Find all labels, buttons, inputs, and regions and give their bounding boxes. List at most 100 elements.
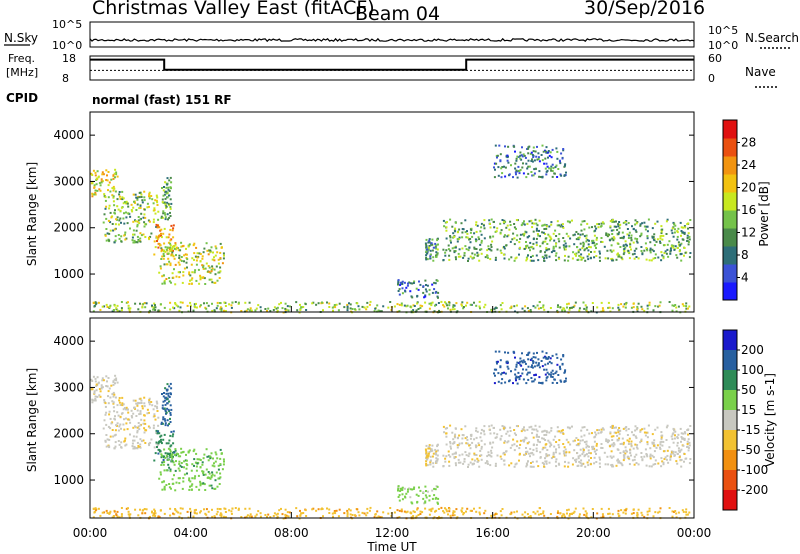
power-echo-cell: [154, 309, 157, 311]
velocity-echo-cell: [219, 508, 222, 511]
power-echo-cell: [657, 305, 660, 308]
velocity-echo-cell: [665, 426, 668, 429]
power-echo-cell: [255, 307, 258, 310]
power-echo-cell: [452, 236, 455, 239]
velocity-echo-cell: [564, 460, 566, 463]
power-echo-cell: [107, 189, 109, 192]
power-echo-cell: [601, 221, 604, 224]
velocity-echo-cell: [672, 432, 675, 435]
velocity-echo-cell: [618, 433, 621, 436]
velocity-echo-cell: [491, 515, 493, 518]
power-echo-cell: [620, 256, 623, 259]
velocity-echo-cell: [140, 402, 143, 404]
velocity-echo-cell: [534, 424, 537, 427]
velocity-echo-cell: [593, 440, 596, 443]
power-echo-cell: [143, 221, 146, 224]
power-echo-cell: [138, 207, 141, 210]
power-echo-cell: [107, 171, 110, 173]
power-echo-cell: [430, 242, 433, 245]
velocity-echo-cell: [169, 470, 172, 473]
velocity-echo-cell: [526, 442, 529, 445]
velocity-echo-cell: [640, 452, 643, 454]
velocity-echo-cell: [169, 417, 171, 420]
velocity-echo-cell: [169, 434, 172, 437]
velocity-echo-cell: [523, 438, 526, 441]
power-echo-cell: [106, 174, 108, 177]
power-echo-cell: [443, 305, 446, 308]
power-echo-cell: [152, 221, 155, 224]
velocity-echo-cell: [244, 507, 247, 510]
velocity-echo-cell: [167, 458, 170, 461]
power-echo-cell: [496, 156, 498, 159]
power-echo-cell: [541, 159, 544, 162]
power-echo-cell: [467, 249, 470, 252]
velocity-echo-cell: [520, 430, 523, 433]
power-echo-cell: [530, 246, 532, 249]
velocity-echo-cell: [487, 451, 490, 454]
power-echo-cell: [536, 145, 538, 148]
power-echo-cell: [564, 163, 567, 166]
power-echo-cell: [317, 302, 320, 305]
colorbar-segment: [723, 282, 737, 301]
velocity-echo-cell: [483, 430, 485, 433]
power-echo-cell: [139, 240, 142, 243]
power-echo-cell: [548, 255, 551, 258]
velocity-echo-cell: [475, 510, 478, 513]
power-echo-cell: [376, 304, 379, 307]
velocity-echo-cell: [674, 430, 677, 433]
power-echo-cell: [447, 248, 450, 251]
velocity-echo-cell: [544, 363, 547, 366]
power-echo-cell: [686, 239, 689, 242]
velocity-echo-cell: [640, 511, 643, 514]
velocity-echo-cell: [348, 508, 350, 511]
velocity-echo-cell: [679, 449, 682, 452]
velocity-echo-cell: [169, 412, 172, 414]
power-echo-cell: [287, 309, 290, 312]
velocity-echo-cell: [475, 436, 478, 439]
power-echo-cell: [548, 154, 551, 157]
power-echo-cell: [429, 257, 432, 260]
velocity-echo-cell: [617, 431, 620, 434]
power-echo-cell: [134, 193, 137, 196]
velocity-echo-cell: [537, 364, 540, 366]
power-echo-cell: [161, 201, 164, 204]
power-echo-cell: [680, 252, 683, 255]
velocity-echo-cell: [374, 513, 377, 516]
power-echo-cell: [569, 237, 572, 240]
velocity-echo-cell: [676, 462, 679, 465]
power-echo-cell: [612, 236, 615, 239]
power-echo-cell: [601, 307, 604, 310]
power-echo-cell: [167, 186, 170, 189]
power-echo-cell: [632, 306, 635, 309]
power-echo-cell: [436, 239, 439, 242]
power-echo-cell: [181, 281, 184, 284]
power-echo-cell: [333, 304, 336, 306]
power-echo-cell: [659, 237, 662, 240]
colorbar-segment: [723, 350, 737, 371]
velocity-echo-cell: [219, 476, 222, 479]
power-echo-cell: [429, 253, 432, 256]
power-echo-cell: [458, 228, 461, 231]
velocity-echo-cell: [159, 473, 162, 476]
power-echo-cell: [497, 174, 500, 177]
velocity-echo-cell: [644, 434, 647, 437]
power-echo-cell: [195, 306, 198, 309]
power-echo-cell: [673, 304, 675, 307]
power-echo-cell: [168, 280, 171, 283]
velocity-echo-cell: [521, 361, 524, 364]
power-echo-cell: [562, 244, 565, 247]
power-echo-cell: [480, 252, 483, 255]
power-echo-cell: [164, 216, 167, 219]
velocity-echo-cell: [230, 512, 233, 515]
velocity-echo-cell: [379, 516, 382, 519]
power-echo-cell: [169, 250, 172, 253]
velocity-echo-cell: [532, 356, 535, 359]
velocity-echo-cell: [501, 372, 504, 374]
velocity-echo-cell: [469, 509, 472, 512]
power-echo-cell: [168, 204, 171, 207]
power-echo-cell: [334, 306, 337, 309]
power-echo-cell: [509, 307, 512, 310]
velocity-echo-cell: [483, 425, 486, 428]
power-echo-cell: [189, 304, 192, 307]
